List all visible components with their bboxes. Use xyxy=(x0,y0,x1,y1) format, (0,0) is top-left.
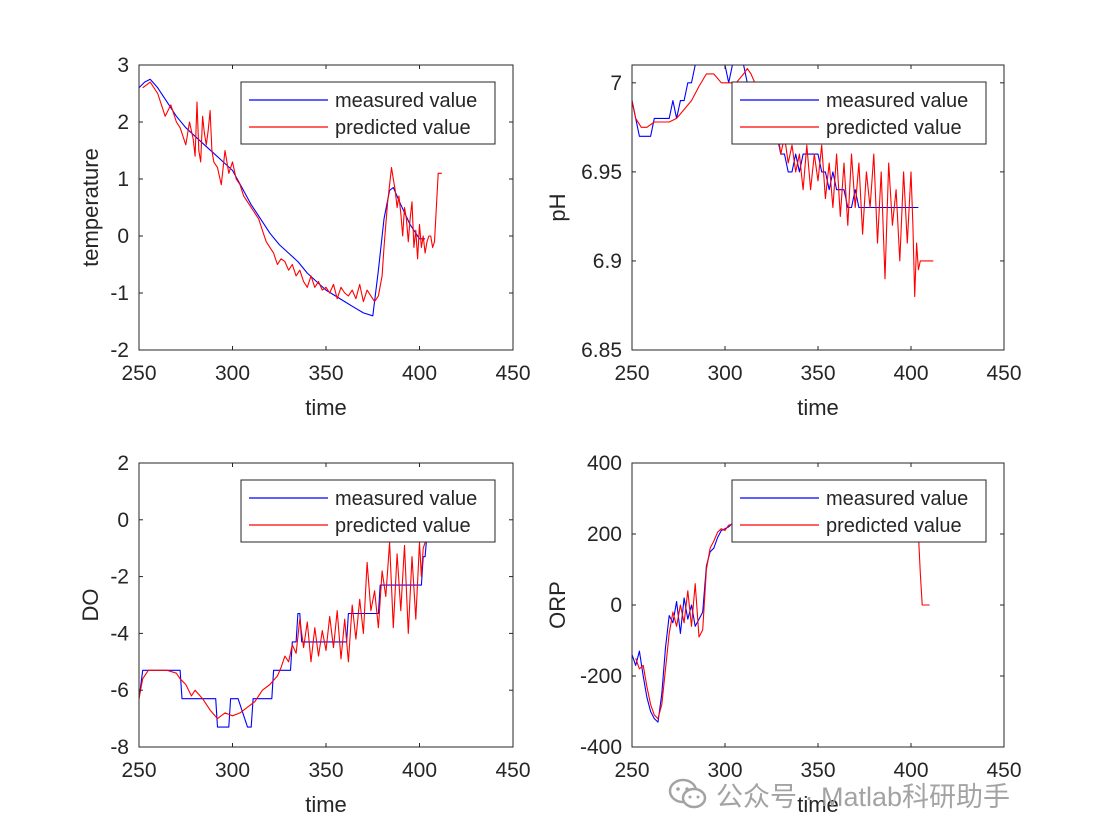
series-line-predicted-value xyxy=(635,522,930,720)
series-line-measured-value xyxy=(632,522,737,723)
x-tick-label: 450 xyxy=(495,362,530,385)
y-tick-label: 400 xyxy=(587,452,622,475)
x-tick-label: 450 xyxy=(986,362,1021,385)
y-tick-label: 6.95 xyxy=(581,161,622,184)
x-tick-label: 250 xyxy=(614,362,649,385)
series-line-measured-value xyxy=(139,78,426,317)
x-tick-label: 400 xyxy=(893,362,928,385)
x-tick-label: 250 xyxy=(614,759,649,782)
y-tick-label: 0 xyxy=(117,509,129,532)
y-tick-label: -4 xyxy=(110,622,129,645)
legend-label: predicted value xyxy=(335,515,471,537)
y-tick-label: 2 xyxy=(117,452,129,475)
x-tick-label: 300 xyxy=(215,362,250,385)
y-axis-label: ORP xyxy=(545,581,570,629)
x-tick-label: 300 xyxy=(707,759,742,782)
y-tick-label: -400 xyxy=(580,736,622,759)
y-tick-label: -6 xyxy=(110,679,129,702)
series-line-predicted-value xyxy=(632,68,934,298)
x-tick-label: 450 xyxy=(495,759,530,782)
subplot-do: 250 300 350 400 450 -8 -6 -4 -2 0 2 time DO measured … xyxy=(78,452,531,817)
x-axis-label: time xyxy=(305,792,347,817)
series-line-measured-value xyxy=(139,519,430,728)
x-tick-label: 350 xyxy=(308,362,343,385)
legend-box xyxy=(731,479,987,543)
x-tick-label: 300 xyxy=(707,362,742,385)
y-tick-label: 2 xyxy=(117,111,129,134)
legend-label: measured value xyxy=(826,488,968,510)
legend-label: predicted value xyxy=(335,117,471,139)
y-tick-label: 6.9 xyxy=(593,250,622,273)
subplot-orp: 250 300 350 400 450 -400 -200 0 200 400 time ORP mea… xyxy=(545,452,1022,817)
x-tick-label: 350 xyxy=(308,759,343,782)
watermark-text: 公众号 · Matlab科研助手 xyxy=(716,781,1011,812)
legend: measured value predicted value xyxy=(731,479,987,543)
legend-label: measured value xyxy=(335,488,477,510)
y-tick-label: -1 xyxy=(110,282,129,305)
y-axis-label: DO xyxy=(78,589,103,622)
y-tick-label: 3 xyxy=(117,54,129,77)
x-tick-label: 250 xyxy=(121,759,156,782)
x-axis-label: time xyxy=(305,395,347,420)
subplot-temperature: 250 300 350 400 450 -2 -1 0 1 2 3 time temperature me… xyxy=(78,54,531,420)
y-tick-label: -2 xyxy=(110,339,129,362)
x-tick-label: 400 xyxy=(402,362,437,385)
y-tick-label: 1 xyxy=(117,168,129,191)
x-tick-label: 350 xyxy=(800,759,835,782)
x-axis-label: time xyxy=(797,395,839,420)
y-tick-label: 0 xyxy=(117,225,129,248)
subplot-ph: 250 300 350 400 450 6.85 6.9 6.95 7 time pH measure… xyxy=(545,64,1022,420)
legend-label: measured value xyxy=(335,90,477,112)
y-tick-label: 7 xyxy=(610,72,622,95)
series-line-predicted-value xyxy=(139,519,430,720)
y-tick-label: -8 xyxy=(110,736,129,759)
y-axis-label: temperature xyxy=(78,148,103,267)
legend-label: predicted value xyxy=(826,515,962,537)
y-tick-label: -2 xyxy=(110,566,129,589)
legend: measured value predicted value xyxy=(731,81,987,145)
x-tick-label: 400 xyxy=(893,759,928,782)
series-line-predicted-value xyxy=(142,81,442,303)
wechat-icon xyxy=(668,778,707,809)
legend: measured value predicted value xyxy=(240,81,496,145)
series-line-measured-value xyxy=(632,65,919,209)
legend-box xyxy=(240,479,496,543)
x-tick-label: 250 xyxy=(121,362,156,385)
legend: measured value predicted value xyxy=(240,479,496,543)
legend-label: measured value xyxy=(826,90,968,112)
y-tick-label: 200 xyxy=(587,523,622,546)
x-tick-label: 400 xyxy=(402,759,437,782)
x-tick-label: 350 xyxy=(800,362,835,385)
y-tick-label: -200 xyxy=(580,665,622,688)
y-tick-label: 6.85 xyxy=(581,339,622,362)
watermark: 公众号 · Matlab科研助手 xyxy=(668,774,1010,814)
y-tick-label: 0 xyxy=(610,594,622,617)
legend-label: predicted value xyxy=(826,117,962,139)
legend-box xyxy=(240,81,496,145)
x-tick-label: 450 xyxy=(986,759,1021,782)
x-axis-label: time xyxy=(797,792,839,817)
legend-box xyxy=(731,81,987,145)
y-axis-label: pH xyxy=(545,193,570,221)
x-tick-label: 300 xyxy=(215,759,250,782)
